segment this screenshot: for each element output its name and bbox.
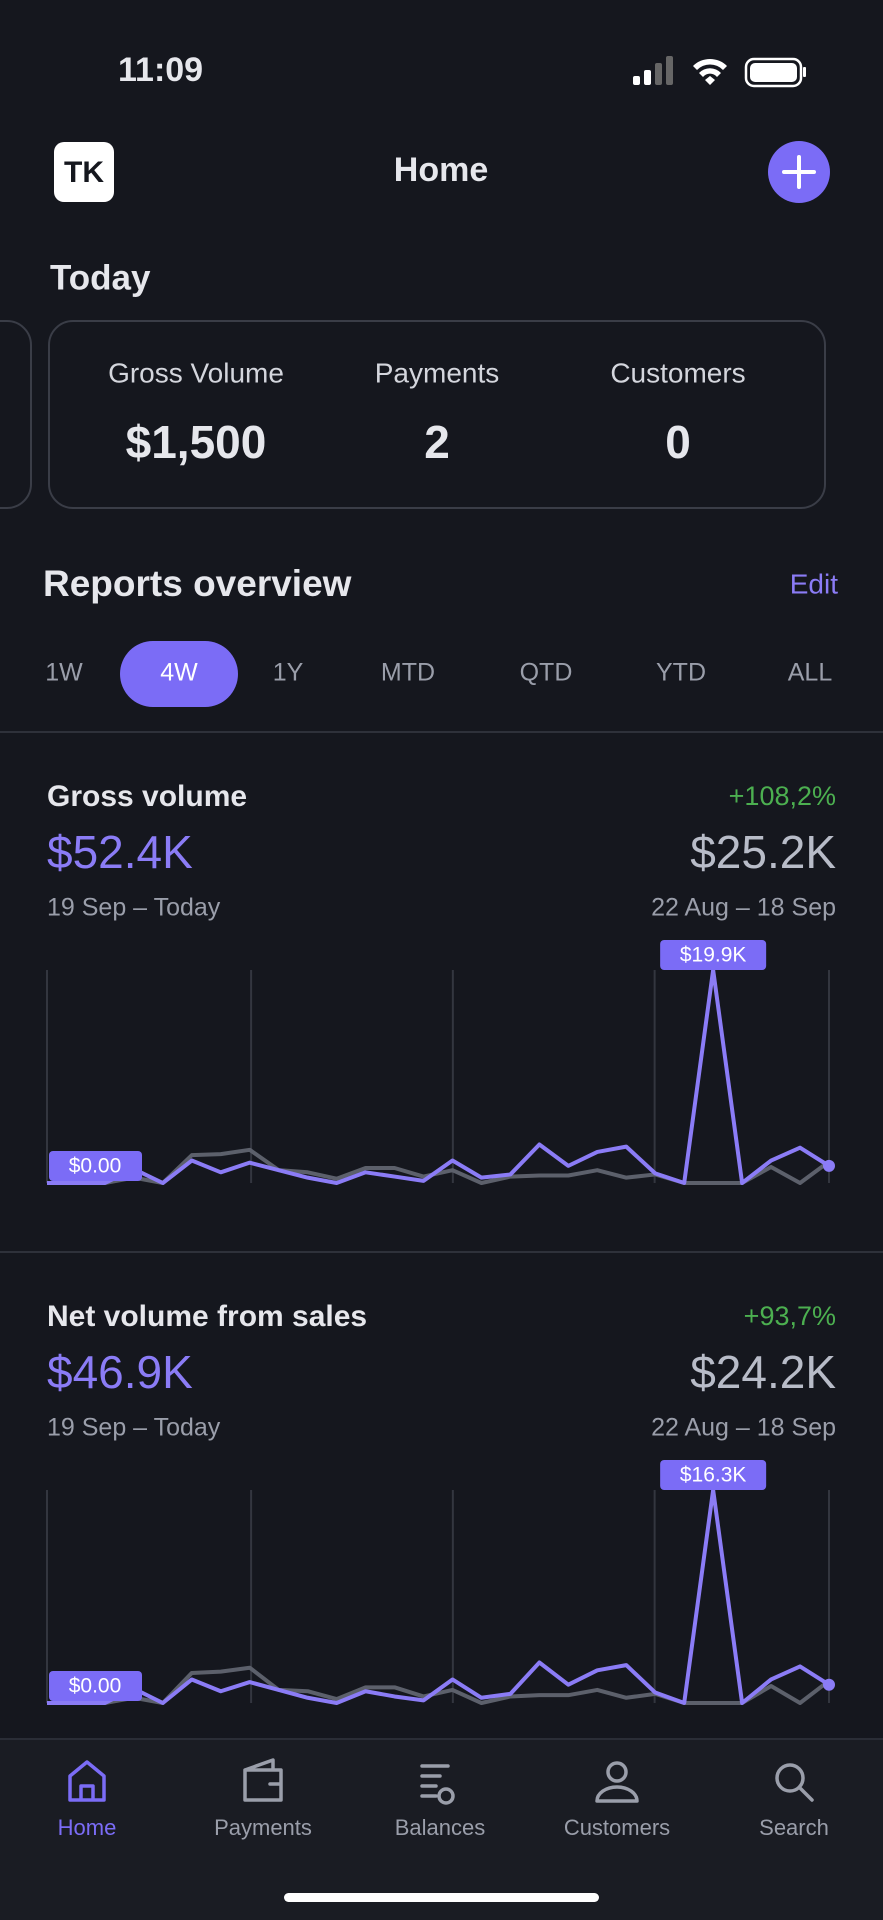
edit-link[interactable]: Edit [790, 568, 838, 599]
peak-label: $19.9K [680, 944, 747, 967]
add-button[interactable] [768, 141, 830, 203]
page-title: Home [394, 151, 488, 189]
previous-range: 22 Aug – 18 Sep [651, 894, 836, 922]
change: +93,7% [744, 1301, 836, 1331]
current-range: 19 Sep – Today [47, 1414, 221, 1442]
previous-line [47, 1147, 831, 1185]
peak-label: $16.3K [680, 1464, 747, 1487]
range-tab[interactable]: ALL [788, 659, 833, 687]
tab-bar [0, 1739, 883, 1920]
nav-item[interactable]: Balances [395, 1815, 486, 1840]
range-tab[interactable]: QTD [520, 659, 573, 687]
logo[interactable]: TK [54, 142, 114, 202]
svg-text:TK: TK [64, 156, 104, 189]
min-label: $0.00 [69, 1155, 122, 1178]
range-tab[interactable]: YTD [656, 659, 706, 687]
chart-title: Net volume from sales [47, 1300, 367, 1333]
tab-pill [120, 641, 238, 707]
end-dot [823, 1678, 835, 1691]
previous-value: $25.2K [690, 826, 836, 878]
previous-line [47, 1665, 831, 1705]
metric-label: Gross Volume [108, 357, 284, 388]
peak-badge [660, 940, 767, 970]
end-dot [823, 1159, 835, 1172]
status-time: 11:09 [118, 51, 203, 89]
nav-item[interactable]: Home [58, 1815, 117, 1840]
range-tab[interactable]: 1W [45, 659, 83, 687]
metric-value: 2 [424, 416, 450, 468]
min-label: $0.00 [69, 1675, 122, 1698]
current-value: $46.9K [47, 1346, 193, 1398]
current-value: $52.4K [47, 826, 193, 878]
status-icons [633, 56, 806, 88]
range-tab[interactable]: 4W [160, 659, 198, 687]
current-range: 19 Sep – Today [47, 894, 221, 922]
min-badge [49, 1151, 142, 1181]
previous-range: 22 Aug – 18 Sep [651, 1414, 836, 1442]
previous-value: $24.2K [690, 1346, 836, 1398]
metric-label: Payments [375, 357, 500, 388]
nav-item[interactable]: Search [759, 1815, 829, 1840]
range-tab[interactable]: 1Y [273, 659, 304, 687]
metric-label: Customers [610, 357, 745, 388]
nav-item[interactable]: Customers [564, 1815, 670, 1840]
min-badge [49, 1671, 142, 1701]
section-title: Today [50, 258, 151, 297]
metric-value: $1,500 [126, 416, 267, 468]
nav-icons [68, 1758, 814, 1805]
range-tab[interactable]: MTD [381, 659, 435, 687]
section-title: Reports overview [43, 563, 352, 604]
card-prev [0, 320, 32, 509]
chart-title: Gross volume [47, 780, 247, 813]
metric-value: 0 [665, 416, 691, 468]
nav-item[interactable]: Payments [214, 1815, 312, 1840]
current-line [47, 1488, 831, 1705]
current-line [47, 968, 831, 1185]
change: +108,2% [729, 781, 836, 811]
peak-badge [660, 1460, 767, 1490]
today-card [48, 320, 826, 509]
home-indicator [284, 1893, 599, 1902]
